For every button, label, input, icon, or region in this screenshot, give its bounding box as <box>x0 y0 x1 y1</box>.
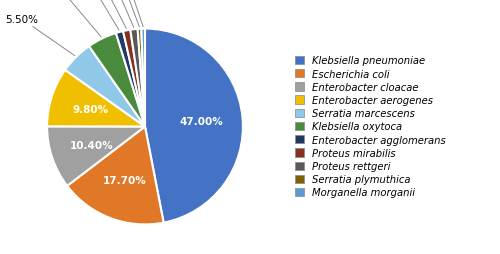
Wedge shape <box>116 32 145 127</box>
Text: 1.20%: 1.20% <box>84 0 126 29</box>
Wedge shape <box>47 71 145 127</box>
Wedge shape <box>145 29 243 223</box>
Wedge shape <box>142 29 145 127</box>
Text: 10.40%: 10.40% <box>70 140 113 150</box>
Wedge shape <box>67 127 164 225</box>
Wedge shape <box>47 127 145 186</box>
Wedge shape <box>130 30 145 127</box>
Text: 5.50%: 5.50% <box>5 15 74 56</box>
Text: 0.60%: 0.60% <box>110 0 143 27</box>
Text: 4.90%: 4.90% <box>46 0 101 38</box>
Text: 1.20%: 1.20% <box>95 0 134 28</box>
Wedge shape <box>123 30 145 127</box>
Wedge shape <box>138 29 145 127</box>
Wedge shape <box>89 34 145 127</box>
Text: 47.00%: 47.00% <box>180 117 224 126</box>
Text: 1.20%: 1.20% <box>72 0 119 31</box>
Text: 0.60%: 0.60% <box>104 0 140 28</box>
Text: 9.80%: 9.80% <box>73 105 109 115</box>
Legend: Klebsiella pneumoniae, Escherichia coli, Enterobacter cloacae, Enterobacter aero: Klebsiella pneumoniae, Escherichia coli,… <box>295 56 446 198</box>
Text: 17.70%: 17.70% <box>103 175 146 185</box>
Wedge shape <box>65 47 145 127</box>
